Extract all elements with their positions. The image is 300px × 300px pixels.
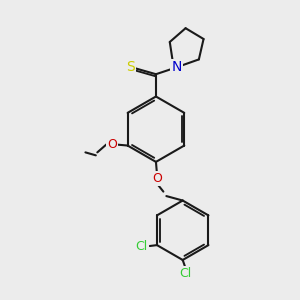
Text: O: O [152, 172, 162, 185]
Text: Cl: Cl [179, 267, 192, 280]
Text: S: S [126, 60, 135, 74]
Text: Cl: Cl [135, 240, 148, 253]
Text: O: O [107, 138, 117, 151]
Text: N: N [172, 60, 182, 74]
